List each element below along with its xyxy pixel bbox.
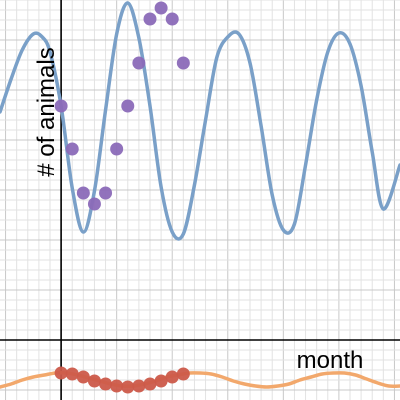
data-point[interactable] bbox=[87, 197, 101, 211]
data-point[interactable] bbox=[65, 142, 79, 156]
data-point[interactable] bbox=[132, 56, 146, 70]
data-point[interactable] bbox=[54, 366, 68, 380]
data-point[interactable] bbox=[76, 370, 90, 384]
data-point[interactable] bbox=[132, 379, 146, 393]
data-point[interactable] bbox=[99, 186, 113, 200]
data-point[interactable] bbox=[87, 374, 101, 388]
data-point[interactable] bbox=[110, 379, 124, 393]
data-point[interactable] bbox=[76, 186, 90, 200]
y-axis-label: # of animals bbox=[33, 47, 60, 176]
data-point[interactable] bbox=[99, 377, 113, 391]
data-point[interactable] bbox=[54, 99, 68, 113]
data-point[interactable] bbox=[110, 142, 124, 156]
series-curve-0 bbox=[0, 1, 400, 241]
data-point[interactable] bbox=[121, 380, 135, 394]
data-point[interactable] bbox=[165, 370, 179, 384]
data-point[interactable] bbox=[176, 367, 190, 381]
data-point[interactable] bbox=[165, 12, 179, 26]
data-point[interactable] bbox=[143, 12, 157, 26]
data-point[interactable] bbox=[154, 374, 168, 388]
data-point[interactable] bbox=[121, 99, 135, 113]
x-axis-label: month bbox=[297, 347, 364, 374]
data-point[interactable] bbox=[176, 56, 190, 70]
data-point[interactable] bbox=[154, 1, 168, 15]
data-point[interactable] bbox=[65, 367, 79, 381]
data-point[interactable] bbox=[143, 377, 157, 391]
